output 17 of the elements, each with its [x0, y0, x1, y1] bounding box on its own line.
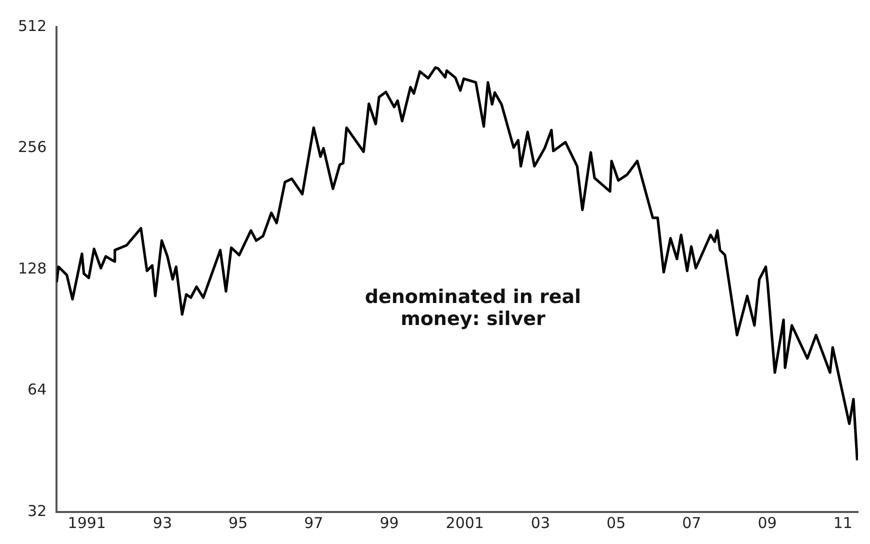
y-tick-label: 256: [18, 138, 47, 156]
text: denominated in real money: silver: [364, 286, 582, 330]
y-tick-label: 32: [28, 502, 47, 520]
x-tick-label: 93: [152, 514, 172, 532]
x-tick-label: 11: [833, 514, 852, 532]
x-tick-label: 09: [758, 514, 777, 532]
y-tick-label: 512: [18, 16, 47, 35]
x-tick-label: 97: [304, 514, 324, 532]
y-tick-label: 64: [28, 380, 47, 399]
x-tick-label: 03: [530, 514, 550, 532]
x-tick-label: 95: [228, 514, 248, 532]
y-tick-label: 128: [18, 259, 47, 278]
x-tick-label: 07: [682, 514, 702, 532]
x-tick-label: 1991: [68, 514, 106, 532]
x-tick-label: 05: [606, 514, 626, 532]
x-tick-label: 2001: [446, 514, 484, 532]
x-tick-label: 99: [380, 514, 399, 532]
